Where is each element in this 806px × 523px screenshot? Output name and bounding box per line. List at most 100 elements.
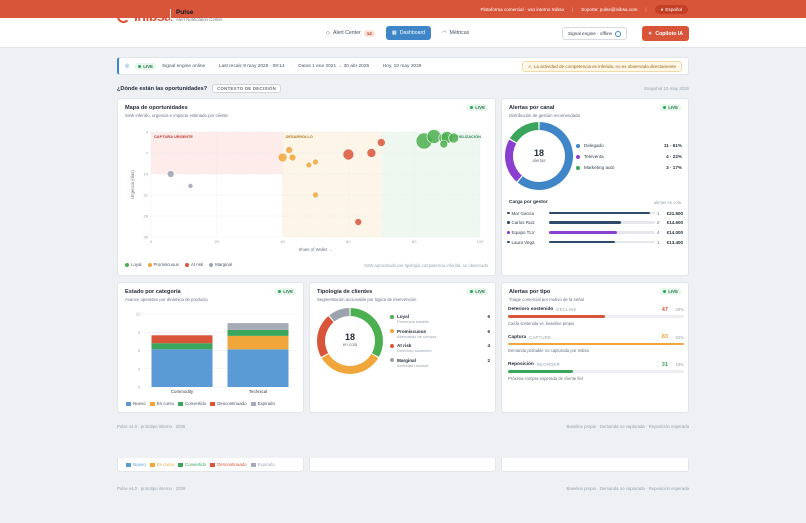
- alert-type-row[interactable]: Captura CAPTURE 83 52% Demanda probable no c…: [508, 334, 684, 353]
- alert-type-header: Reposición REORDER 31 19%: [508, 362, 684, 368]
- channel-legend-item: Delegado 11 · 61%: [576, 143, 682, 148]
- donut-slice-loyal: [350, 308, 383, 357]
- legend-label: En curso: [156, 462, 175, 467]
- alert-type-fill: [508, 342, 684, 346]
- legend-item: At risk: [184, 262, 203, 267]
- donut-slice-marketing-auto: [509, 122, 539, 143]
- manager-load-fill: [549, 211, 650, 215]
- live-badge: LIVE: [135, 62, 156, 70]
- bar-segment-convertido: [227, 329, 289, 336]
- chart-icon: ◠: [442, 30, 447, 36]
- inibsa-logo[interactable]: inibsa: [117, 8, 172, 24]
- typology-item[interactable]: At risk Deterioro sostenido 4: [390, 343, 490, 353]
- question-text: ¿Dónde están las oportunidades?: [117, 85, 208, 92]
- alert-type-bar: [508, 370, 684, 373]
- legend-item: Promiscuous: [147, 262, 179, 267]
- manager-amount: €14.000: [666, 229, 683, 235]
- manager-row[interactable]: Equipo TLV 4 €14.000: [507, 228, 683, 236]
- legend-item: Descontinuado: [210, 462, 247, 467]
- channel-dot-icon: [576, 165, 580, 170]
- alert-type-tag: REORDER: [536, 362, 560, 367]
- manager-amount: €14.600: [666, 220, 683, 226]
- alert-type-pct: 19%: [675, 362, 684, 367]
- typology-item[interactable]: Promiscuous Alternando de compra 6: [390, 329, 490, 339]
- nav-dashboard[interactable]: ▦ Dashboard: [385, 26, 432, 40]
- legend-swatch-icon: [149, 462, 155, 467]
- manager-row[interactable]: Laura Vega 1 €13.400: [507, 238, 683, 246]
- legend-item: Convertido: [178, 401, 206, 406]
- category-status-card: Estado por categoría Avance operativo po…: [117, 282, 304, 413]
- alert-type-row[interactable]: Reposición REORDER 31 19% Próxima compra esp…: [508, 362, 684, 381]
- alert-type-desc: Caída sostenida vs. baseline propio: [508, 320, 575, 326]
- alert-type-pct: 52%: [675, 334, 684, 340]
- y-tick-label: 3: [138, 366, 141, 371]
- manager-name: Mar García: [511, 210, 535, 216]
- status-bar: ◎ LIVE Signal engine online · Last recal…: [117, 57, 689, 75]
- legend-swatch-icon: [126, 462, 131, 467]
- typology-count: 6: [487, 328, 490, 334]
- support-link[interactable]: Soporte: pulse@inibsa.com: [581, 6, 638, 12]
- alert-types-card-ghost: [501, 458, 689, 472]
- manager-row[interactable]: Mar García 1 €21.500: [507, 209, 683, 217]
- info-icon: ◎: [125, 63, 130, 69]
- competition-warning: ⚠ La actividad de competencia es inferid…: [521, 61, 682, 72]
- legend-dot-icon: [184, 262, 189, 267]
- manager-row[interactable]: Carlos Ruiz 2 €14.600: [507, 219, 683, 227]
- engine-status-toggle[interactable]: Signal engine · offline: [562, 27, 628, 40]
- y-tick-label: 12: [136, 312, 141, 317]
- alert-type-header: Deterioro sostenido DECLINE 47 29%: [508, 307, 684, 313]
- manager-dot-icon: [507, 211, 510, 215]
- alert-type-tag: DECLINE: [556, 307, 577, 312]
- channel-value: 3 · 17%: [666, 165, 682, 170]
- typology-total: 18: [344, 332, 355, 342]
- legend-swatch-icon: [126, 401, 131, 406]
- typology-dot-icon: [390, 314, 394, 319]
- data-point-marginal: [166, 170, 175, 178]
- copilot-button[interactable]: ✦ Copiloto IA: [642, 26, 689, 41]
- legend-item: Nuevo: [126, 462, 146, 467]
- separator: |: [645, 6, 647, 12]
- y-tick-label: 6: [138, 348, 141, 353]
- manager-name-cell: Mar García: [507, 211, 545, 216]
- legend-label: Descontinuado: [217, 401, 247, 406]
- nav-metricas[interactable]: ◠ Métricas: [436, 26, 475, 40]
- card-subtitle: SoW inferido, urgencia e impacto estimad…: [125, 113, 228, 118]
- typology-item[interactable]: Marginal Actividad residual 2: [390, 358, 490, 368]
- nav-alert-center[interactable]: ◇ Alert Center 14: [320, 26, 381, 40]
- typology-dot-icon: [390, 329, 394, 333]
- language-selector[interactable]: ● Español: [654, 4, 688, 14]
- section-question: ¿Dónde están las oportunidades? CONTEXTO…: [117, 84, 282, 93]
- legend-swatch-icon: [210, 401, 216, 406]
- channel-value: 11 · 61%: [663, 143, 682, 148]
- channel-dot-icon: [576, 154, 580, 159]
- context-pill: CONTEXTO DE DECISIÓN: [212, 84, 282, 93]
- legend-item: Nuevo: [126, 401, 146, 406]
- legend-swatch-icon: [250, 401, 256, 406]
- legend-item: Expirado: [250, 462, 275, 467]
- manager-count: 1: [657, 239, 660, 245]
- category-bar-chart: 0 3 6 9 12 Commodity Technical: [136, 312, 296, 394]
- sparkle-icon: ✦: [647, 30, 653, 37]
- y-tick-label: 28: [144, 214, 149, 219]
- typology-item[interactable]: Loyal Presencia estable 6: [390, 314, 490, 324]
- data-point-at-risk: [342, 148, 355, 161]
- product-name: Pulse: [176, 9, 194, 16]
- channel-label: Televenta: [584, 154, 604, 159]
- manager-name: Equipo TLV: [511, 229, 535, 235]
- live-badge: LIVE: [275, 288, 296, 295]
- legend-item: En curso: [149, 462, 175, 467]
- bell-icon: ◇: [326, 30, 330, 36]
- manager-load-bar: [549, 221, 655, 224]
- legend-label: Marginal: [215, 262, 232, 267]
- category-status-card-ghost: Nuevo En curso Convertido Descontinuado Expi…: [117, 458, 304, 472]
- bar-segment-descontinuado: [151, 335, 213, 344]
- data-point-promiscuous: [285, 146, 293, 154]
- platform-label: Plataforma comercial · uso interno Inibs…: [480, 6, 564, 12]
- alert-type-row[interactable]: Deterioro sostenido DECLINE 47 29% Caída sos…: [508, 307, 684, 326]
- alert-type-name: Deterioro sostenido: [508, 307, 554, 312]
- typology-name: Promiscuous: [397, 328, 427, 334]
- nav-label: Alert Center: [333, 30, 361, 36]
- alert-type-desc: Próxima compra esperada de cliente fiel: [508, 375, 583, 381]
- opportunity-map-card: Mapa de oportunidades SoW inferido, urge…: [117, 98, 496, 276]
- live-badge: LIVE: [467, 104, 488, 111]
